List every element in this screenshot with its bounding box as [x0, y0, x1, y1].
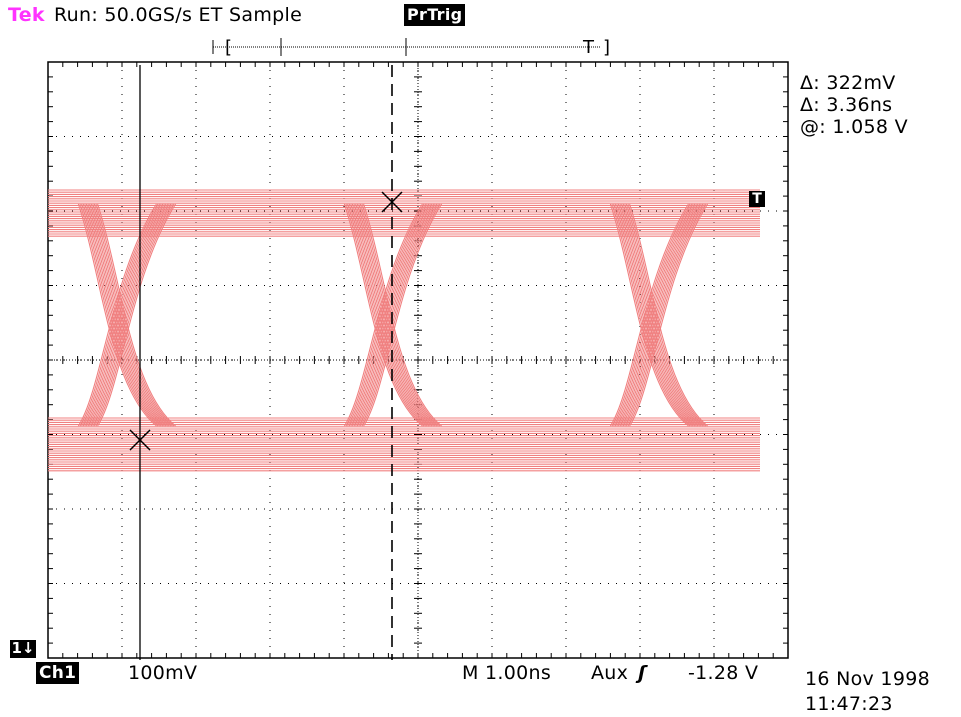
- acquisition-status: Run: 50.0GS/s ET Sample: [54, 4, 303, 26]
- tek-brand: Tek: [8, 4, 45, 26]
- record-view-bar: [212, 38, 600, 56]
- svg-text:T: T: [582, 37, 595, 58]
- delta-time-readout: Δ: 3.36ns: [800, 94, 893, 116]
- trigger-level-marker[interactable]: T: [749, 191, 765, 207]
- time-stamp: 11:47:23: [805, 693, 893, 715]
- cursor-voltage-readout: @: 1.058 V: [800, 116, 908, 138]
- graticule: [47, 61, 789, 659]
- cursor-crosses: [129, 191, 403, 451]
- trigger-level-readout: -1.28 V: [688, 662, 759, 684]
- trigger-slope-icon: ʃ: [638, 662, 647, 684]
- channel-label: Ch1: [36, 662, 80, 684]
- timebase-readout: M 1.00ns: [462, 662, 552, 684]
- trigger-status-badge: PrTrig: [404, 4, 466, 26]
- time-cursors[interactable]: [139, 65, 393, 660]
- record-window-brackets: [ T ]: [225, 37, 610, 58]
- trigger-source: Aux: [591, 662, 629, 684]
- svg-text:]: ]: [603, 37, 610, 58]
- channel-1-ground-marker[interactable]: 1↓: [10, 639, 36, 658]
- svg-text:[: [: [225, 37, 232, 58]
- delta-voltage-readout: Δ: 322mV: [800, 72, 896, 94]
- date-stamp: 16 Nov 1998: [805, 668, 930, 690]
- eye-diagram-trace: [48, 189, 760, 472]
- vertical-scale: 100mV: [128, 662, 198, 684]
